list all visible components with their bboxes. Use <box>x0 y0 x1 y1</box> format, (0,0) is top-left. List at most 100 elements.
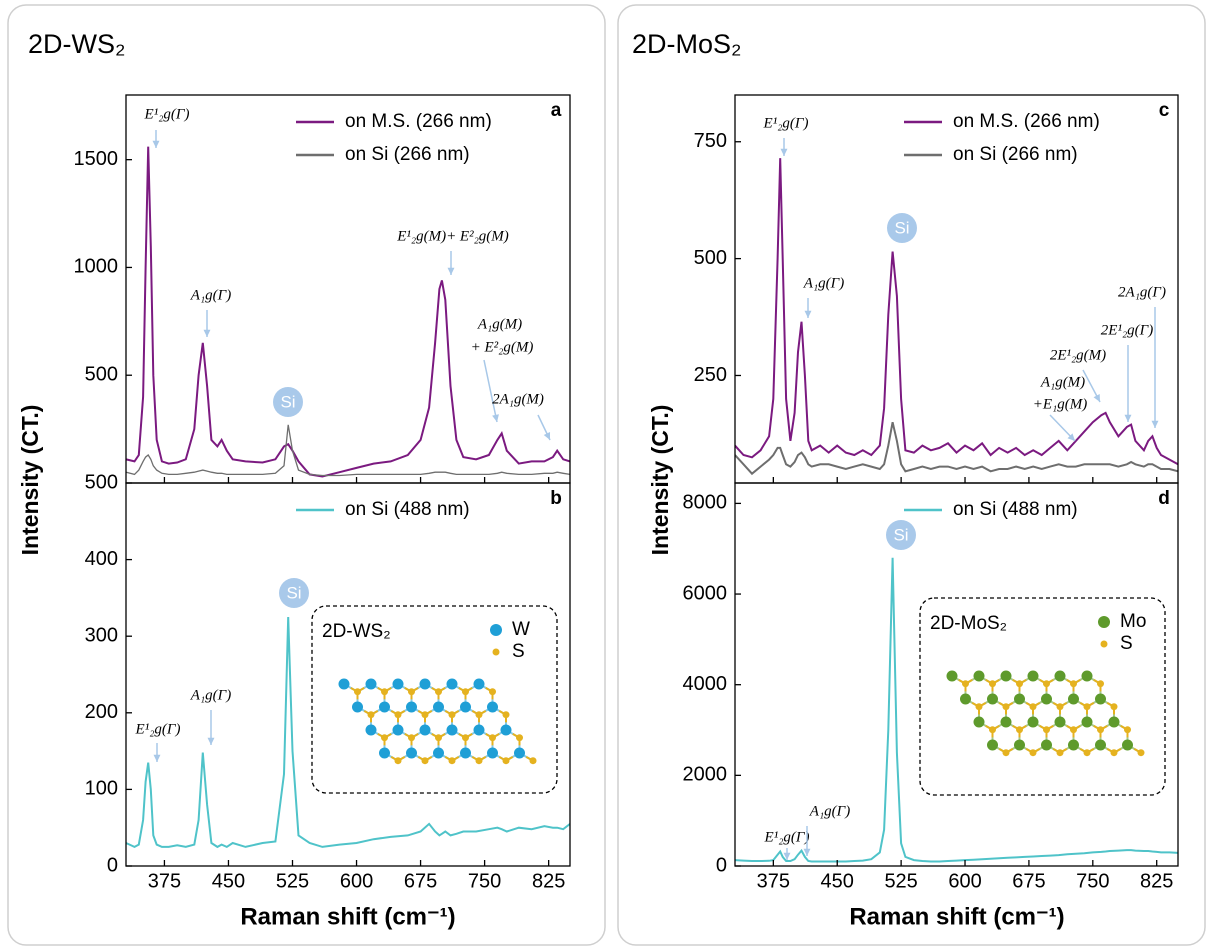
lattice-atom <box>989 726 996 734</box>
lattice-atom <box>1083 749 1091 757</box>
lattice-atom <box>1070 680 1077 688</box>
peak-annotation: 2A₁g(M) <box>492 391 544 407</box>
lattice-atom <box>448 757 456 765</box>
lattice-atom <box>446 724 458 736</box>
lattice-atom <box>435 734 442 742</box>
lattice-atom <box>1122 739 1133 751</box>
lattice-atom <box>1054 716 1066 728</box>
peak-annotation: A₁g(Γ) <box>190 287 231 303</box>
lattice-atom <box>502 711 510 719</box>
lattice-atom <box>435 688 442 696</box>
lattice-atom <box>1027 670 1039 682</box>
annotation-arrowhead <box>804 310 812 318</box>
y-tick-label: 6000 <box>683 582 728 604</box>
peak-annotation: E¹₂g(M)+ E²₂g(M) <box>396 228 509 244</box>
lattice-atom <box>394 757 402 765</box>
x-tick-label: 525 <box>884 870 917 892</box>
legend-label: on M.S. (266 nm) <box>953 111 1100 132</box>
x-tick-label: 450 <box>212 870 245 892</box>
inset-legend-dot <box>492 648 500 656</box>
y-tick-label: 8000 <box>683 492 728 514</box>
lattice-atom <box>394 711 402 719</box>
lattice <box>946 670 1145 757</box>
peak-annotation: E¹₂g(Γ) <box>763 115 809 131</box>
annotation-arrowhead <box>543 432 551 440</box>
lattice-atom <box>1124 726 1131 734</box>
y-tick-label: 1500 <box>74 148 119 170</box>
lattice-atom <box>1000 670 1012 682</box>
lattice-atom <box>352 701 363 713</box>
peak-annotation: E¹₂g(Γ) <box>764 829 810 845</box>
x-axis-label: Raman shift (cm⁻¹) <box>849 903 1064 930</box>
lattice-atom <box>381 734 388 742</box>
lattice-atom <box>987 693 998 705</box>
lattice-atom <box>1095 693 1106 705</box>
lattice-atom <box>975 703 983 711</box>
lattice-atom <box>973 670 985 682</box>
lattice-atom <box>989 680 996 688</box>
panel-title: 2D-MoS₂ <box>632 29 742 59</box>
lattice-atom <box>489 688 496 696</box>
lattice-atom <box>973 716 985 728</box>
annotation-arrowhead <box>1124 414 1132 422</box>
y-tick-label: 1000 <box>74 256 119 278</box>
lattice-atom <box>392 724 404 736</box>
lattice-atom <box>1000 716 1012 728</box>
lattice-atom <box>500 724 512 736</box>
lattice-atom <box>489 734 496 742</box>
lattice-atom <box>365 724 377 736</box>
lattice-atom <box>460 747 471 759</box>
peak-annotation: A₁g(Γ) <box>190 687 231 703</box>
inset-legend-dot <box>1100 640 1108 648</box>
x-tick-label: 375 <box>757 870 790 892</box>
lattice-atom <box>1137 749 1145 757</box>
panel-letter: b <box>550 488 562 509</box>
y-tick-label: 250 <box>694 364 727 386</box>
spectrum-line <box>735 557 1178 863</box>
peak-annotation: +E₁g(M) <box>1033 396 1088 412</box>
y-tick-label: 4000 <box>683 673 728 695</box>
lattice-atom <box>462 734 469 742</box>
lattice-atom <box>514 747 525 759</box>
lattice-atom <box>1014 693 1025 705</box>
lattice-atom <box>1016 680 1023 688</box>
y-tick-label: 500 <box>85 364 118 386</box>
lattice-atom <box>338 678 350 690</box>
x-axis-label: Raman shift (cm⁻¹) <box>240 903 455 930</box>
si-badge-label: Si <box>286 583 301 602</box>
lattice-atom <box>1029 749 1037 757</box>
peak-annotation: A₁g(Γ) <box>803 275 844 291</box>
plot-frame <box>734 482 1179 867</box>
panel-letter: a <box>551 100 562 121</box>
lattice-atom <box>1068 693 1079 705</box>
peak-annotation: A₁g(M) <box>477 316 522 332</box>
lattice-atom <box>1108 716 1120 728</box>
y-axis-label: Intensity (CT.) <box>17 405 43 556</box>
lattice-atom <box>1095 739 1106 751</box>
lattice-atom <box>406 747 417 759</box>
spectrum-line <box>735 421 1178 476</box>
x-tick-label: 825 <box>532 870 565 892</box>
annotation-arrowhead <box>447 267 455 275</box>
x-tick-label: 600 <box>340 870 373 892</box>
peak-annotation: 2E¹₂g(Γ) <box>1101 322 1153 338</box>
panel-letter: d <box>1158 488 1170 509</box>
x-tick-label: 675 <box>404 870 437 892</box>
annotation-arrowhead <box>1151 420 1159 428</box>
lattice-atom <box>1056 703 1064 711</box>
lattice-atom <box>446 678 458 690</box>
annotation-arrowhead <box>780 148 788 156</box>
lattice-atom <box>406 701 417 713</box>
lattice-atom <box>421 757 429 765</box>
y-tick-label: 300 <box>85 624 118 646</box>
lattice-atom <box>1043 680 1050 688</box>
lattice-atom <box>1081 716 1093 728</box>
lattice-atom <box>408 734 415 742</box>
x-tick-label: 525 <box>276 870 309 892</box>
spectrum-line <box>126 146 570 478</box>
si-badge <box>887 213 917 243</box>
x-tick-label: 450 <box>821 870 854 892</box>
y-tick-label: 500 <box>694 247 727 269</box>
lattice-atom <box>987 739 998 751</box>
y-axis-label: Intensity (CT.) <box>647 405 673 556</box>
